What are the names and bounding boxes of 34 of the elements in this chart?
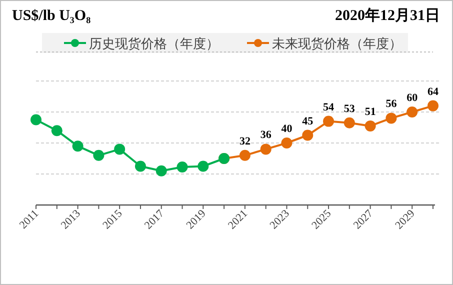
data-label: 32 (239, 135, 251, 148)
legend-label: 历史现货价格（年度） (89, 36, 219, 51)
point (198, 160, 209, 172)
data-label: 54 (323, 101, 335, 114)
data-label: 36 (260, 129, 272, 142)
point (428, 100, 438, 112)
chart-title: US$/lb U₃O₈ (12, 8, 92, 24)
data-label: 56 (386, 98, 398, 110)
data-label: 45 (302, 115, 314, 128)
chart-subtitle: 2020年12月31日 (335, 7, 440, 24)
point (176, 162, 188, 173)
data-label: 51 (364, 106, 376, 118)
point (260, 144, 272, 155)
point (281, 138, 292, 148)
point (302, 130, 314, 141)
legend-label: 未来现货价格（年度） (272, 36, 402, 51)
point (406, 106, 418, 118)
point (114, 144, 126, 155)
point (364, 120, 376, 132)
point (239, 150, 250, 161)
point (93, 150, 104, 161)
point (156, 165, 167, 176)
data-label: 60 (406, 92, 418, 104)
data-label: 64 (428, 86, 439, 98)
x-tick-label: 2011 (17, 208, 42, 232)
point (51, 125, 62, 136)
data-label: 53 (344, 102, 356, 115)
point (386, 112, 397, 124)
point (72, 140, 84, 152)
point (134, 160, 146, 172)
data-label: 40 (281, 123, 293, 135)
point (30, 114, 42, 126)
point (323, 116, 334, 127)
point (344, 117, 355, 128)
